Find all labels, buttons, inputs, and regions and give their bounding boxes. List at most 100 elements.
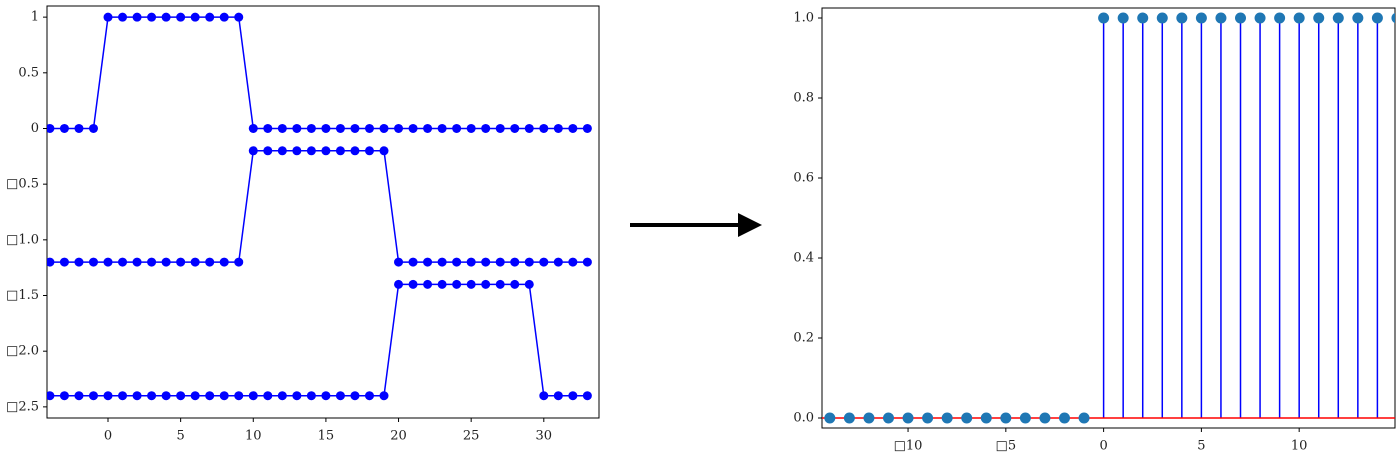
x-tick-label: 25	[463, 429, 480, 444]
point	[582, 391, 592, 401]
stem-marker	[1391, 12, 1395, 24]
y-tick-label: □0.5	[6, 177, 39, 192]
point	[263, 146, 273, 156]
y-tick-label: 1.0	[793, 11, 814, 26]
stem-marker	[961, 412, 973, 424]
point	[219, 391, 229, 401]
point	[568, 123, 578, 133]
point	[306, 391, 316, 401]
point	[59, 257, 69, 267]
point	[350, 123, 360, 133]
stem-marker	[902, 412, 914, 424]
stem-marker	[1215, 12, 1227, 24]
point	[234, 391, 244, 401]
point	[219, 257, 229, 267]
point	[481, 279, 491, 289]
series-line	[49, 16, 588, 130]
stem-marker	[1137, 12, 1149, 24]
point	[394, 279, 404, 289]
point	[190, 391, 200, 401]
point	[481, 257, 491, 267]
point	[161, 12, 171, 22]
point	[59, 391, 69, 401]
stem-marker	[1235, 12, 1247, 24]
point	[350, 391, 360, 401]
point	[147, 391, 157, 401]
y-tick-label: 0.0	[793, 411, 814, 426]
point	[103, 257, 113, 267]
point	[350, 146, 360, 156]
y-tick-label: □1.0	[6, 232, 39, 247]
point	[495, 279, 505, 289]
stem-marker	[1293, 12, 1305, 24]
point	[452, 279, 462, 289]
point	[176, 391, 186, 401]
point	[364, 123, 374, 133]
x-tick-label: 10	[1291, 439, 1308, 454]
point	[553, 391, 563, 401]
point	[205, 257, 215, 267]
x-tick-label: 0	[1099, 439, 1107, 454]
point	[553, 123, 563, 133]
point	[205, 391, 215, 401]
point	[47, 391, 55, 401]
point	[408, 279, 418, 289]
stem-marker	[1274, 12, 1286, 24]
point	[510, 279, 520, 289]
x-tick-label: 20	[390, 429, 407, 444]
y-tick-label: 0.8	[793, 91, 814, 106]
point	[59, 123, 69, 133]
x-tick-label: □5	[996, 439, 1017, 454]
point	[335, 391, 345, 401]
point	[88, 123, 98, 133]
series-line	[49, 150, 588, 263]
y-tick-label: 0.4	[793, 251, 814, 266]
stem-marker	[1332, 12, 1344, 24]
stem-marker	[1000, 412, 1012, 424]
point	[321, 123, 331, 133]
stem-marker	[1039, 412, 1051, 424]
point	[335, 123, 345, 133]
point	[321, 391, 331, 401]
stem-marker	[1156, 12, 1168, 24]
point	[394, 257, 404, 267]
x-tick-label: 5	[177, 429, 185, 444]
y-tick-label: □1.5	[6, 288, 39, 303]
point	[74, 257, 84, 267]
point	[466, 279, 476, 289]
point	[364, 391, 374, 401]
x-tick-label: 0	[104, 429, 112, 444]
point	[408, 257, 418, 267]
point	[190, 12, 200, 22]
stem-marker	[1254, 12, 1266, 24]
point	[47, 257, 55, 267]
point	[539, 123, 549, 133]
point	[205, 12, 215, 22]
point	[335, 146, 345, 156]
stem-marker	[1313, 12, 1325, 24]
point	[234, 12, 244, 22]
x-tick-label: 10	[245, 429, 262, 444]
y-tick-label: 1	[31, 10, 39, 25]
point	[47, 123, 55, 133]
point	[495, 123, 505, 133]
point	[118, 391, 128, 401]
point	[582, 123, 592, 133]
y-tick-label: 0.2	[793, 331, 814, 346]
point	[568, 257, 578, 267]
point	[234, 257, 244, 267]
point	[437, 257, 447, 267]
point	[74, 391, 84, 401]
point	[132, 257, 142, 267]
point	[364, 146, 374, 156]
point	[248, 123, 258, 133]
point	[466, 123, 476, 133]
point	[147, 257, 157, 267]
point	[481, 123, 491, 133]
y-tick-label: □2.5	[6, 399, 39, 414]
point	[263, 391, 273, 401]
arrow-head	[738, 213, 762, 237]
point	[539, 257, 549, 267]
